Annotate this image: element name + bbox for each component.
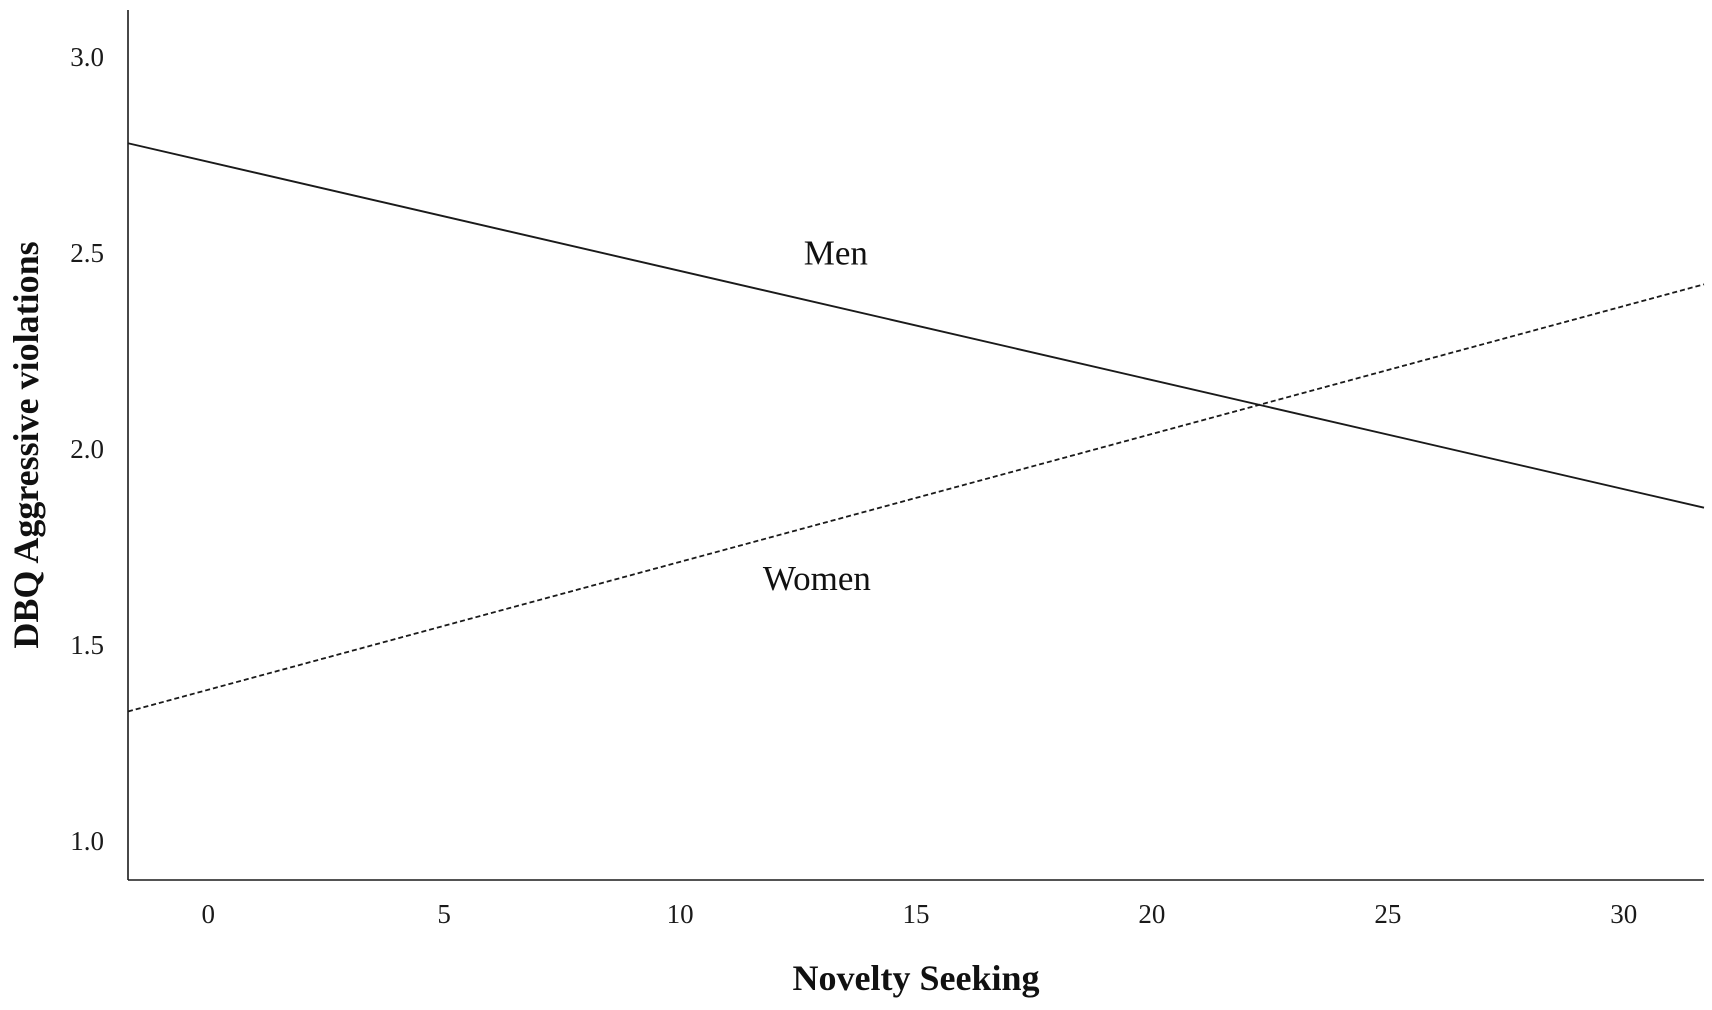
x-tick-labels: 0 5 10 15 20 25 30 <box>201 899 1637 929</box>
y-tick-label: 2.5 <box>70 238 104 268</box>
y-tick-label: 3.0 <box>70 42 104 72</box>
y-tick-label: 2.0 <box>70 434 104 464</box>
series-line-men <box>127 142 1705 509</box>
x-tick-label: 0 <box>201 899 215 929</box>
x-tick-label: 10 <box>667 899 694 929</box>
y-tick-label: 1.5 <box>70 630 104 660</box>
y-tick-labels: 1.0 1.5 2.0 2.5 3.0 <box>70 42 104 856</box>
x-tick-label: 25 <box>1374 899 1401 929</box>
y-axis-title: DBQ Aggressive violations <box>6 241 46 648</box>
x-tick-label: 5 <box>437 899 451 929</box>
x-axis-title: Novelty Seeking <box>793 958 1040 998</box>
axes <box>127 10 1704 881</box>
x-tick-label: 30 <box>1610 899 1637 929</box>
series-lines <box>127 142 1705 713</box>
x-tick-label: 15 <box>903 899 930 929</box>
series-labels: Men Women <box>763 234 871 598</box>
series-line-women <box>127 283 1705 713</box>
series-label-men: Men <box>804 234 868 273</box>
series-label-women: Women <box>763 559 871 598</box>
x-tick-label: 20 <box>1138 899 1165 929</box>
y-tick-label: 1.0 <box>70 826 104 856</box>
